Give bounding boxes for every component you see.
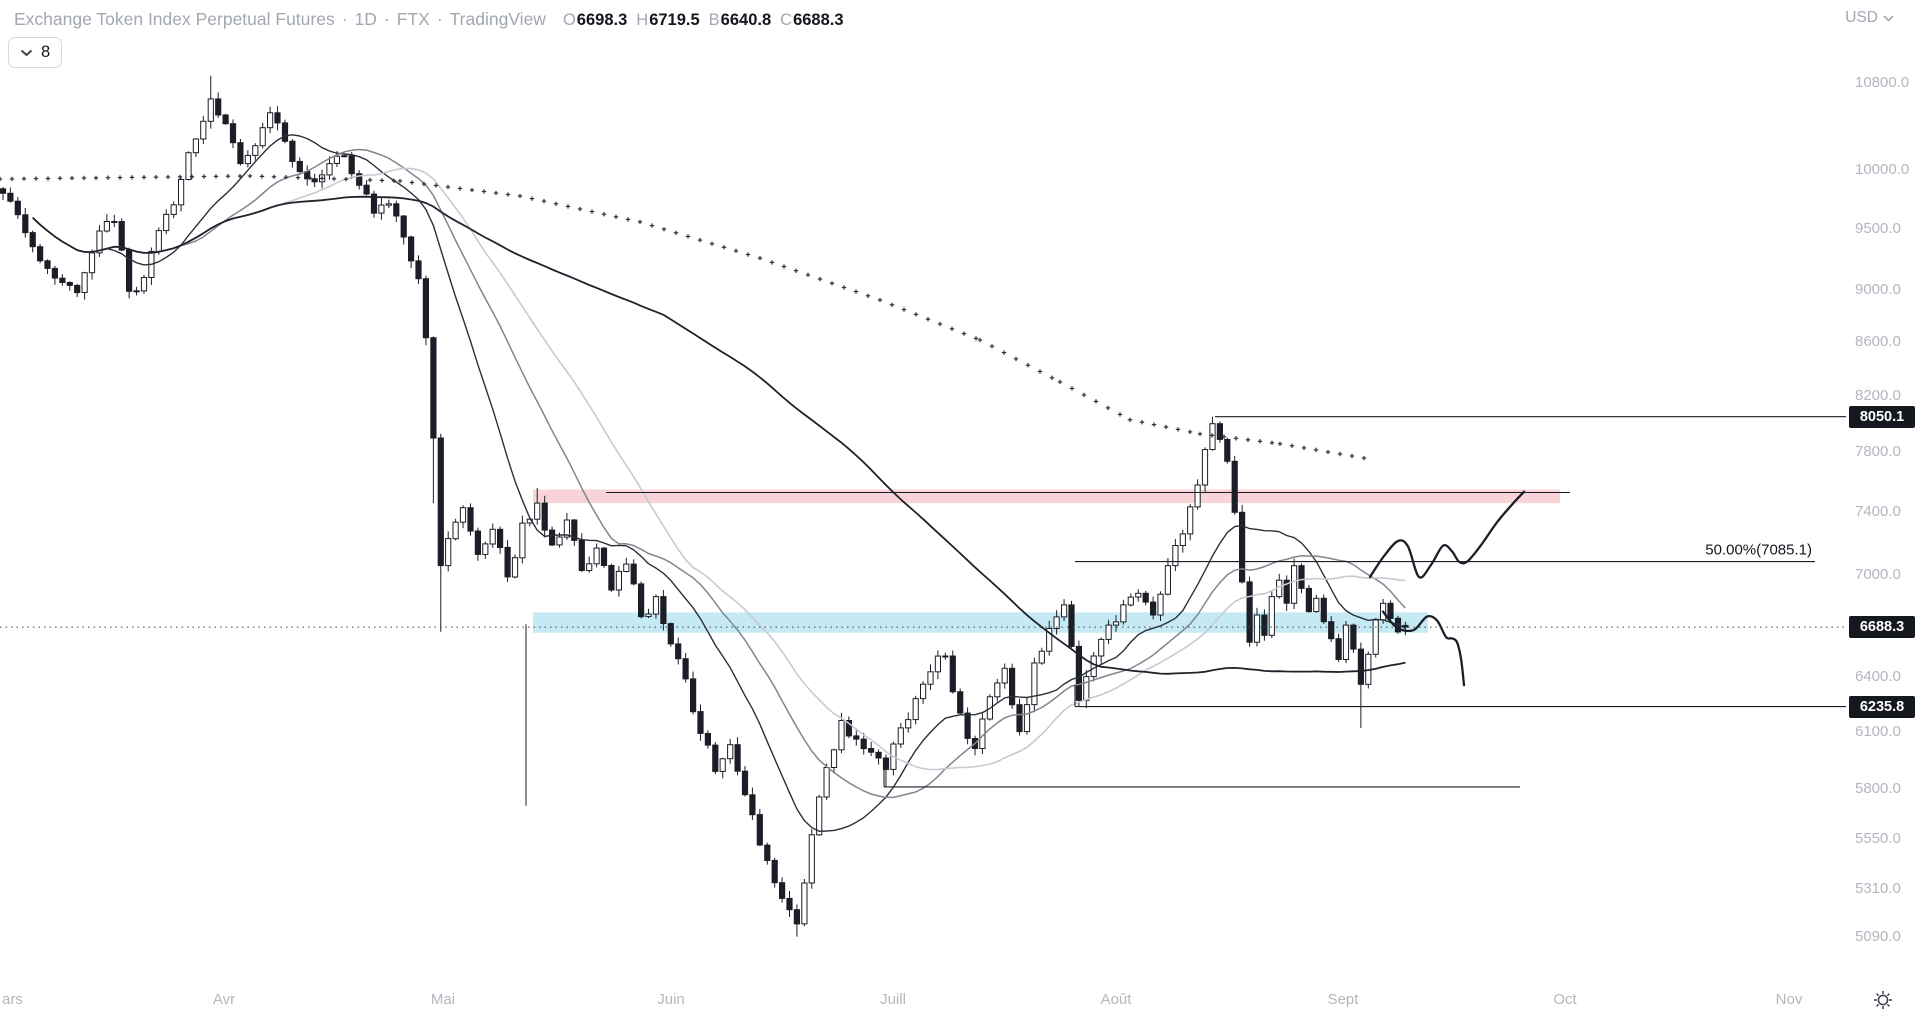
hidden-indicators-count: 8 xyxy=(41,43,51,61)
drawn-lines-layer[interactable]: 50.00%(7085.1) xyxy=(525,416,1846,806)
price-tick-label: 10000.0 xyxy=(1855,161,1910,178)
currency-label: USD xyxy=(1845,9,1878,26)
price-tick-label: 7800.0 xyxy=(1855,443,1901,460)
time-tick-label: Août xyxy=(1100,991,1132,1008)
ma-slow xyxy=(32,195,1406,675)
price-badge: 8050.1 xyxy=(1849,406,1915,428)
price-tick-label: 7000.0 xyxy=(1855,566,1901,583)
high-label: H xyxy=(636,11,649,29)
high-value: 6719.5 xyxy=(649,11,700,29)
time-tick-label: Juin xyxy=(657,991,685,1008)
price-tick-label: 9000.0 xyxy=(1855,281,1901,298)
fib-50-label: 50.00%(7085.1) xyxy=(1705,542,1812,559)
price-tick-label: 8200.0 xyxy=(1855,387,1901,404)
price-tick-label: 6400.0 xyxy=(1855,668,1901,685)
symbol-legend: Exchange Token Index Perpetual Futures ·… xyxy=(14,9,844,30)
separator-dot: · xyxy=(436,9,443,29)
candles-layer xyxy=(0,75,1409,937)
close-label: C xyxy=(780,11,793,29)
ma-light xyxy=(32,167,1406,771)
chevron-down-icon xyxy=(20,49,33,56)
low-value: 6640.8 xyxy=(720,11,772,29)
time-tick-label: Juill xyxy=(880,991,906,1008)
price-tick-label: 9500.0 xyxy=(1855,220,1901,237)
indicators-collapse-button[interactable]: 8 xyxy=(8,37,63,68)
bullish-projection[interactable] xyxy=(1368,490,1526,579)
price-tick-label: 5550.0 xyxy=(1855,830,1901,847)
axis-settings-corner[interactable] xyxy=(1846,985,1920,1014)
price-tick-label: 10800.0 xyxy=(1855,74,1910,91)
time-tick-label: Sept xyxy=(1327,991,1359,1008)
low-label: B xyxy=(708,11,720,29)
time-axis[interactable]: ars Avr Mai Juin Juill Août Sept Oct Nov xyxy=(0,985,1846,1014)
price-axis[interactable]: 10800.0 10000.0 9500.0 9000.0 8600.0 8200.0 78… xyxy=(1846,0,1920,985)
price-tick-label: 5310.0 xyxy=(1855,880,1901,897)
price-tick-label: 5090.0 xyxy=(1855,928,1901,945)
price-badge: 6235.8 xyxy=(1849,696,1915,718)
time-tick-label: Oct xyxy=(1553,991,1577,1008)
bearish-projection[interactable] xyxy=(1381,610,1466,687)
support-zone[interactable] xyxy=(533,612,1428,633)
price-tick-label: 7400.0 xyxy=(1855,503,1901,520)
time-tick-label: ars xyxy=(2,991,23,1008)
moving-averages-layer xyxy=(32,134,1406,832)
separator-dot: · xyxy=(383,9,390,29)
time-tick-label: Avr xyxy=(212,991,236,1008)
price-tick-label: 6100.0 xyxy=(1855,723,1901,740)
exchange-label: FTX xyxy=(396,9,430,29)
ma-fast xyxy=(32,134,1406,832)
price-tick-label: 5800.0 xyxy=(1855,780,1901,797)
price-tick-label: 8600.0 xyxy=(1855,333,1901,350)
symbol-title[interactable]: Exchange Token Index Perpetual Futures xyxy=(14,9,335,29)
close-value: 6688.3 xyxy=(793,11,844,29)
currency-switcher[interactable]: USD xyxy=(1845,9,1894,27)
resistance-zone[interactable] xyxy=(533,489,1560,504)
settings-gear-icon xyxy=(1874,990,1892,1009)
ma-mid xyxy=(32,148,1406,799)
interval-label[interactable]: 1D xyxy=(354,9,377,29)
open-value: 6698.3 xyxy=(576,11,628,29)
brand-label: TradingView xyxy=(449,9,546,29)
price-badge: 6688.3 xyxy=(1849,616,1915,638)
separator-dot: · xyxy=(341,9,348,29)
dotted-cross-line xyxy=(0,173,1367,461)
chevron-down-icon xyxy=(1883,14,1894,22)
time-tick-label: Nov xyxy=(1775,991,1803,1008)
ohlc-values: O 6698.3 H 6719.5 B 6640.8 C 6688.3 xyxy=(563,11,844,30)
projection-drawings-layer[interactable] xyxy=(1368,490,1526,687)
chart-pane[interactable]: 50.00%(7085.1) xyxy=(0,0,1846,985)
open-label: O xyxy=(562,11,576,29)
time-tick-label: Mai xyxy=(430,991,456,1008)
